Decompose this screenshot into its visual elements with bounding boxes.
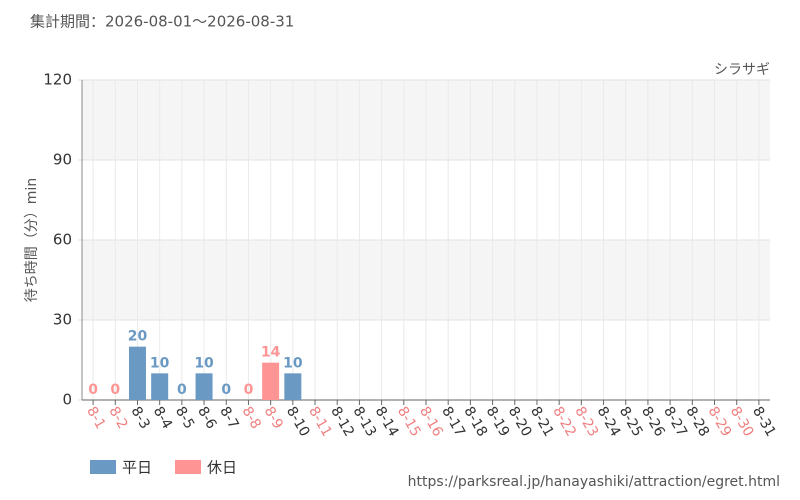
- x-tick-label: 8-8: [239, 404, 264, 432]
- x-tick-label: 8-2: [105, 404, 130, 432]
- value-label: 10: [150, 355, 170, 371]
- footer: https://parksreal.jp/hanayashiki/attract…: [408, 474, 780, 490]
- legend-label: 平日: [122, 459, 152, 477]
- x-tick-label: 8-31: [749, 404, 779, 440]
- y-axis-label: 待ち時間（分）min: [24, 178, 40, 302]
- value-label: 0: [110, 382, 120, 398]
- header: 集計期間：2026-08-01〜2026-08-31: [30, 13, 294, 31]
- value-label: 20: [128, 329, 148, 345]
- bar: [262, 362, 280, 400]
- x-tick-label: 8-9: [261, 404, 286, 432]
- legend-swatch: [175, 460, 201, 474]
- x-tick-label: 8-3: [128, 404, 153, 432]
- value-label: 14: [261, 345, 281, 361]
- value-label: 0: [177, 382, 187, 398]
- y-tick-label: 0: [62, 391, 72, 409]
- y-tick-label: 60: [53, 231, 72, 249]
- value-label: 0: [221, 382, 231, 398]
- bar: [195, 373, 213, 400]
- value-label: 0: [244, 382, 254, 398]
- value-label: 10: [283, 355, 303, 371]
- y-tick-label: 30: [53, 311, 72, 329]
- chart-title: シラサギ: [714, 62, 770, 78]
- x-tick-label: 8-5: [172, 404, 197, 432]
- bar: [128, 346, 146, 400]
- x-tick-label: 8-4: [150, 404, 175, 432]
- y-tick-label: 120: [43, 71, 72, 89]
- legend-label: 休日: [207, 459, 237, 477]
- legend-swatch: [90, 460, 116, 474]
- value-label: 10: [194, 355, 214, 371]
- x-tick-label: 8-7: [216, 404, 241, 432]
- y-tick-label: 90: [53, 151, 72, 169]
- bar: [151, 373, 169, 400]
- bar: [284, 373, 302, 400]
- value-label: 0: [88, 382, 98, 398]
- x-tick-label: 8-1: [83, 404, 108, 432]
- x-tick-label: 8-6: [194, 404, 219, 432]
